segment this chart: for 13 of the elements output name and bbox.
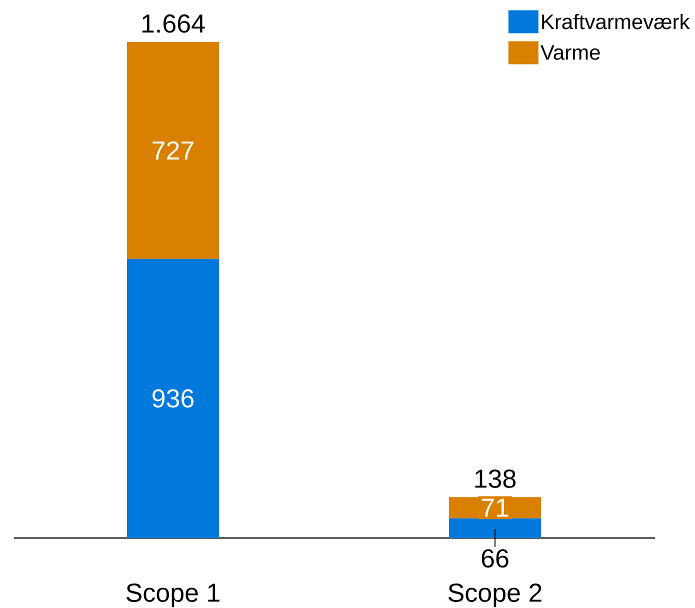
- data-label: 71: [482, 498, 508, 517]
- data-label: 727: [152, 141, 194, 160]
- legend-label: Varme: [540, 45, 600, 60]
- data-label: 66: [482, 549, 508, 568]
- legend-label: Kraftvarmeværk: [542, 14, 690, 30]
- x-tick-label: Scope 1: [126, 584, 220, 608]
- total-label: 138: [475, 470, 516, 488]
- data-label: 936: [152, 389, 194, 408]
- bar: [127, 258, 220, 538]
- bar: [127, 42, 220, 259]
- x-tick-label: Scope 2: [448, 584, 542, 608]
- total-label: 1.664: [142, 14, 205, 33]
- bar: [449, 518, 542, 538]
